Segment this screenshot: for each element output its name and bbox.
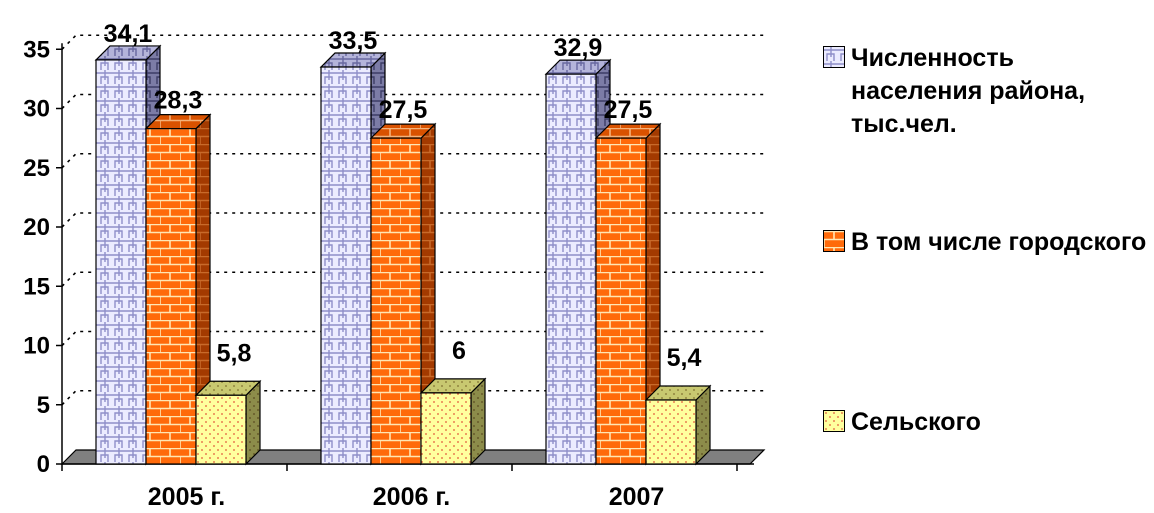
y-tick-label: 15 xyxy=(23,273,50,300)
bar xyxy=(194,379,262,466)
legend-swatch-urban xyxy=(823,230,845,252)
data-label: 34,1 xyxy=(104,20,153,48)
legend-item-rural: Сельского xyxy=(823,406,1151,439)
x-category-label: 2007 xyxy=(609,483,665,511)
data-label: 33,5 xyxy=(329,27,378,55)
x-category-label: 2005 г. xyxy=(148,483,225,511)
y-tick-label: 30 xyxy=(23,96,50,123)
data-label: 27,5 xyxy=(379,96,428,124)
legend-swatch-total xyxy=(823,46,845,68)
y-tick-label: 5 xyxy=(37,392,50,419)
bar xyxy=(419,377,487,466)
x-category-label: 2006 г. xyxy=(373,483,450,511)
data-labels: 34,1 28,3 5,8 33,5 27,5 6 32,9 27,5 5,4 xyxy=(104,20,702,372)
legend-swatch-rural xyxy=(823,410,845,432)
y-tick-label: 10 xyxy=(23,333,50,360)
data-label: 5,4 xyxy=(667,344,702,372)
bar xyxy=(644,384,712,466)
y-tick-label: 35 xyxy=(23,36,50,63)
legend-item-total: Численность населения района, тыс.чел. xyxy=(823,42,1151,141)
data-label: 5,8 xyxy=(217,339,252,367)
bars xyxy=(94,44,712,466)
data-label: 27,5 xyxy=(604,96,653,124)
legend-label-urban: В том числе городского xyxy=(851,228,1147,256)
bar xyxy=(369,122,437,466)
y-tick-label: 25 xyxy=(23,155,50,182)
data-label: 6 xyxy=(452,337,466,365)
gridline xyxy=(61,34,764,50)
data-label: 28,3 xyxy=(154,87,203,115)
bar xyxy=(144,113,212,466)
data-label: 32,9 xyxy=(554,34,603,62)
y-tick-label: 0 xyxy=(37,451,50,478)
legend-item-urban: В том числе городского xyxy=(823,226,1151,259)
legend-label-rural: Сельского xyxy=(851,408,981,436)
bar xyxy=(594,122,662,466)
y-tick-label: 20 xyxy=(23,214,50,241)
legend-label-total: Численность населения района, тыс.чел. xyxy=(851,44,1086,138)
